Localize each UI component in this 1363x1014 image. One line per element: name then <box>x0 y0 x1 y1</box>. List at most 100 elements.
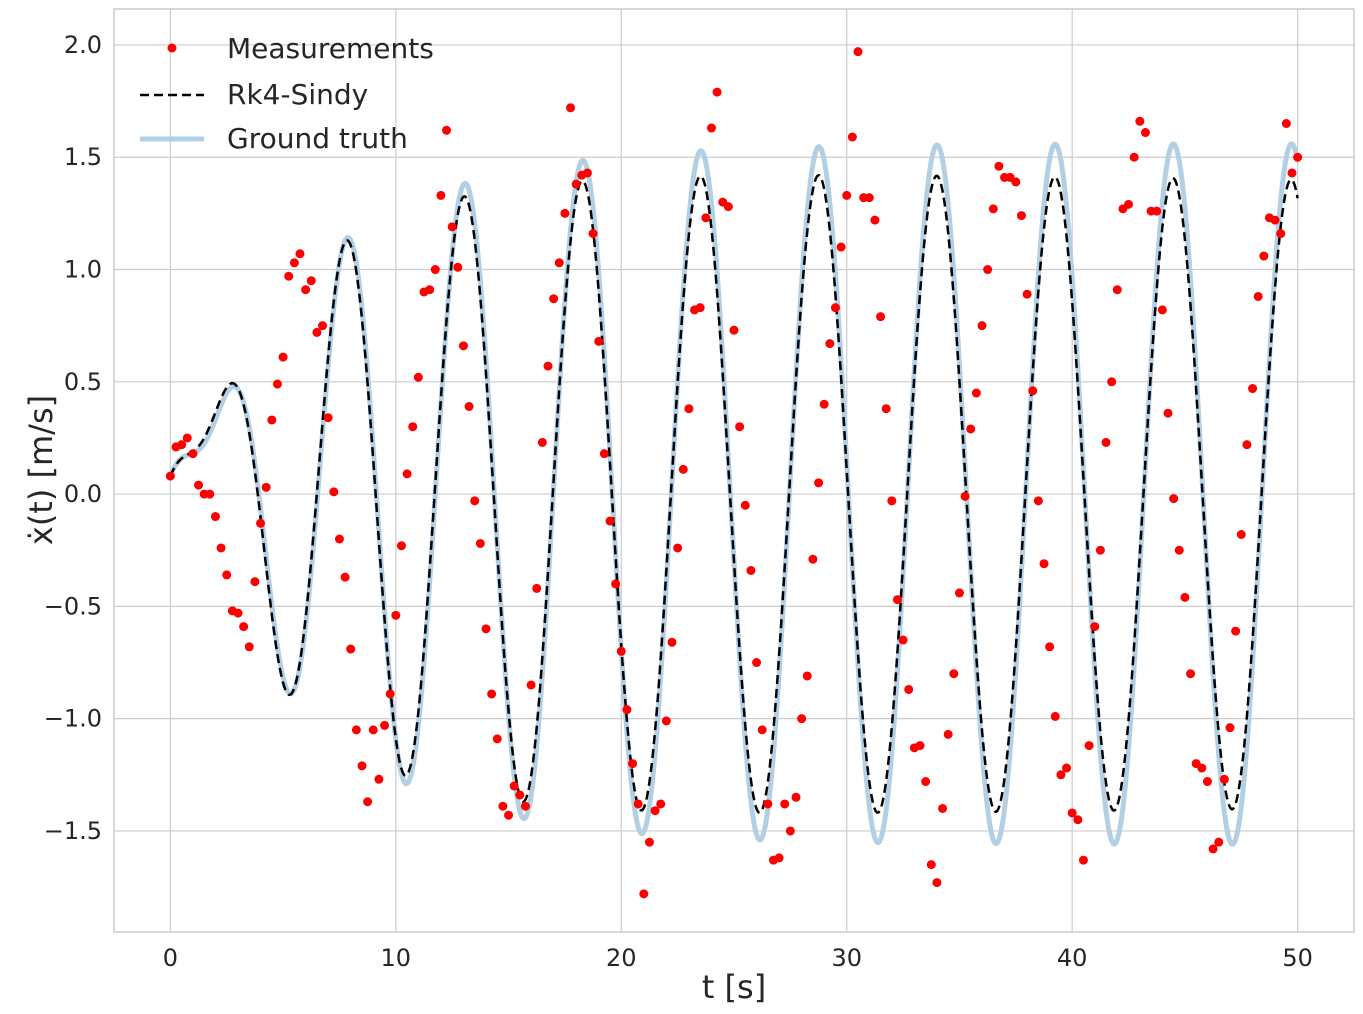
measurement-point <box>830 303 840 313</box>
measurement-point <box>926 860 936 870</box>
measurement-point <box>498 801 508 811</box>
measurement-point <box>1157 305 1167 315</box>
measurement-point <box>825 339 835 349</box>
measurement-point <box>611 579 621 589</box>
measurement-point <box>1287 168 1297 178</box>
series-rk4-sindy <box>169 174 1299 815</box>
measurement-point <box>808 554 818 564</box>
measurement-point <box>402 469 412 479</box>
x-tick-label: 20 <box>606 944 637 972</box>
measurement-point <box>351 725 361 735</box>
measurement-point <box>1293 152 1303 162</box>
measurement-point <box>633 799 643 809</box>
measurement-point <box>244 642 254 652</box>
measurement-point <box>1045 642 1055 652</box>
legend-label-ground-truth: Ground truth <box>227 122 408 155</box>
measurement-point <box>216 543 226 553</box>
measurement-point <box>740 500 750 510</box>
measurement-point <box>735 422 745 432</box>
measurement-point <box>1095 545 1105 555</box>
plot-frame <box>113 8 1355 933</box>
measurement-point <box>650 806 660 816</box>
measurement-point <box>966 424 976 434</box>
measurement-point <box>1174 545 1184 555</box>
measurement-point <box>1124 199 1134 209</box>
measurement-point <box>802 671 812 681</box>
measurement-point <box>447 222 457 232</box>
measurement-point <box>205 489 215 499</box>
measurement-point <box>836 242 846 252</box>
measurement-point <box>644 837 654 847</box>
measurement-point <box>774 853 784 863</box>
measurement-point <box>1180 592 1190 602</box>
measurement-point <box>915 741 925 751</box>
measurement-point <box>532 583 542 593</box>
measurement-point <box>1197 763 1207 773</box>
measurement-point <box>267 415 277 425</box>
measurement-point <box>346 644 356 654</box>
measurement-point <box>239 622 249 632</box>
measurement-point <box>278 352 288 362</box>
measurement-point <box>436 190 446 200</box>
measurement-point <box>881 404 891 414</box>
measurement-point <box>222 570 232 580</box>
measurement-point <box>464 402 474 411</box>
measurement-point <box>1163 408 1173 418</box>
measurement-point <box>470 496 480 506</box>
measurement-point <box>537 437 547 447</box>
measurement-point <box>318 321 328 331</box>
measurement-point <box>639 889 649 899</box>
measurement-point <box>1242 440 1252 450</box>
measurement-point <box>481 624 491 634</box>
measurement-point <box>312 327 322 337</box>
measurement-point <box>960 491 970 501</box>
measurement-point <box>256 518 266 528</box>
measurement-point <box>757 725 767 735</box>
x-axis-ticks: 0 10 20 30 40 50 <box>163 944 1313 972</box>
measurement-point <box>1016 211 1026 221</box>
measurement-point <box>1056 770 1066 780</box>
measurement-point <box>194 480 204 490</box>
measurement-point <box>515 790 525 800</box>
measurement-point <box>1225 723 1235 733</box>
measurement-point <box>334 534 344 544</box>
measurement-point <box>932 878 942 888</box>
y-axis-ticks: −1.5 −1.0 −0.5 0.0 0.5 1.0 1.5 2.0 <box>44 31 102 845</box>
measurement-point <box>520 801 530 811</box>
y-tick-label: −1.0 <box>44 705 102 733</box>
measurement-point <box>780 799 790 809</box>
measurement-point <box>1022 289 1032 299</box>
measurement-point <box>165 471 175 481</box>
measurement-point <box>1219 774 1229 784</box>
measurement-point <box>887 496 897 506</box>
measurement-point <box>656 799 666 809</box>
measurement-point <box>177 440 187 450</box>
x-tick-label: 30 <box>831 944 862 972</box>
measurement-point <box>571 179 581 189</box>
series-measurements <box>165 47 1303 899</box>
measurement-point <box>504 810 514 820</box>
measurement-point <box>301 285 311 295</box>
measurement-point <box>430 265 440 275</box>
measurement-point <box>453 262 463 272</box>
measurement-point <box>791 792 801 802</box>
measurement-point <box>233 608 243 618</box>
measurement-point <box>385 689 395 699</box>
measurement-point <box>949 669 959 679</box>
measurement-point <box>599 449 609 459</box>
measurement-point <box>1186 669 1196 679</box>
measurement-point <box>977 321 987 331</box>
y-tick-label: −1.5 <box>44 817 102 845</box>
grid <box>114 9 1354 932</box>
measurement-point <box>706 123 716 133</box>
measurement-point <box>616 646 626 656</box>
measurement-point <box>566 103 576 113</box>
measurement-point <box>1270 215 1280 225</box>
measurement-point <box>729 325 739 335</box>
measurement-point <box>746 565 756 575</box>
measurement-point <box>188 449 198 459</box>
measurement-point <box>442 125 452 135</box>
measurement-point <box>1281 119 1291 129</box>
measurement-point <box>797 714 807 724</box>
measurement-point <box>994 161 1004 171</box>
